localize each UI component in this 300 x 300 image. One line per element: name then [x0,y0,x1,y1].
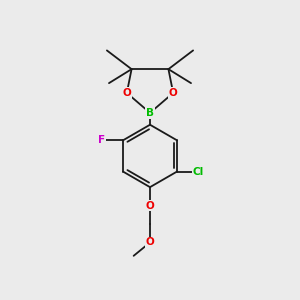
Text: F: F [98,135,105,145]
Text: O: O [122,88,131,98]
Text: O: O [146,201,154,211]
Text: O: O [146,237,154,248]
Text: O: O [169,88,178,98]
Text: Cl: Cl [193,167,204,176]
Text: B: B [146,108,154,118]
